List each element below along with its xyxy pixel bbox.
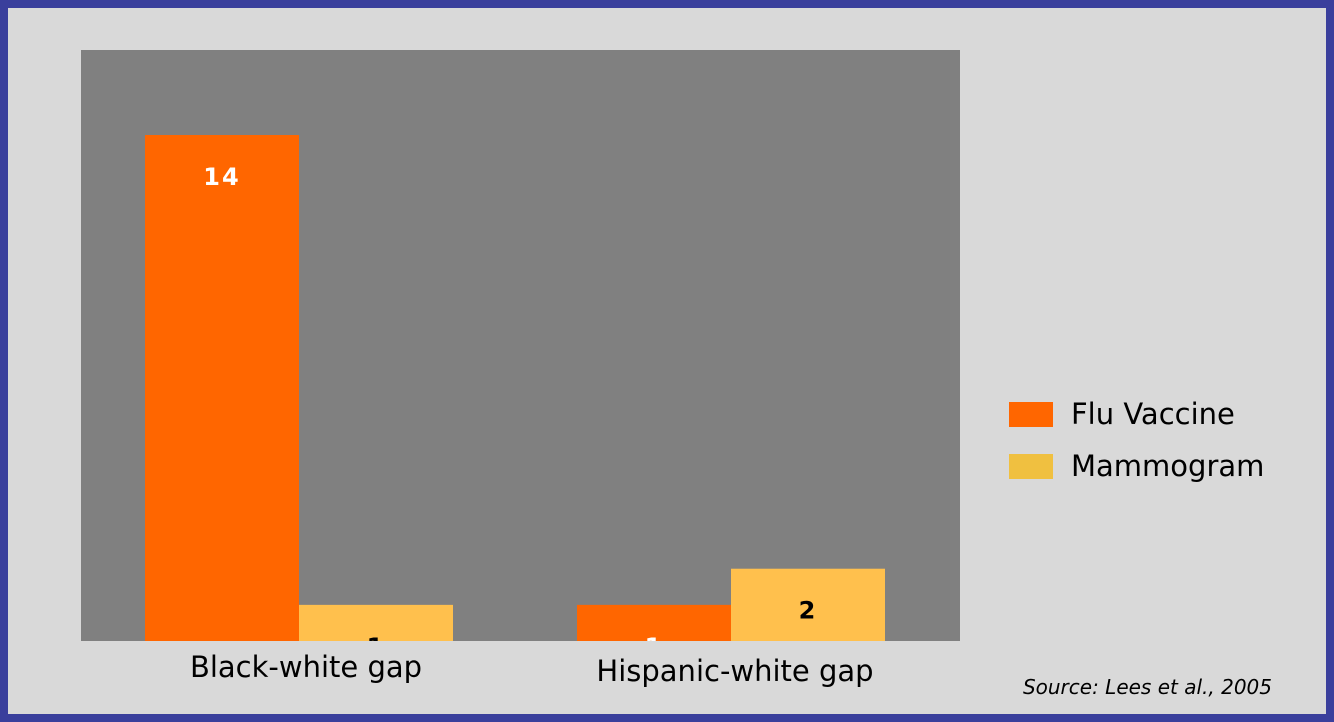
- category-label-hispanic-white: Hispanic-white gap: [596, 654, 874, 688]
- bar-mammogram-1: [731, 568, 885, 641]
- slide: 14 1 1 2 Black-white gap Hispanic-white gap…: [8, 8, 1326, 714]
- legend-item-mammogram: Mammogram: [1009, 440, 1264, 492]
- bar-flu-vaccine-0: [145, 135, 299, 641]
- data-label-mammogram-1: 2: [799, 597, 818, 625]
- legend-label-flu-vaccine: Flu Vaccine: [1071, 397, 1235, 431]
- data-label-mammogram-0: 1: [367, 633, 386, 641]
- bar-chart: 14 1 1 2: [145, 135, 885, 641]
- legend: Flu Vaccine Mammogram: [1009, 388, 1264, 492]
- legend-label-mammogram: Mammogram: [1071, 449, 1265, 483]
- data-label-flu-vaccine-1: 1: [645, 633, 664, 641]
- bar-flu-vaccine-1: [577, 604, 731, 641]
- data-label-flu-vaccine-0: 14: [203, 163, 240, 191]
- legend-swatch-flu-vaccine: [1009, 401, 1053, 427]
- bar-mammogram-0: [299, 604, 453, 641]
- legend-swatch-mammogram: [1009, 453, 1053, 479]
- source-note: Source: Lees et al., 2005: [1022, 675, 1272, 699]
- plot-area: 14 1 1 2: [81, 50, 960, 641]
- category-label-black-white: Black-white gap: [189, 650, 423, 684]
- legend-item-flu-vaccine: Flu Vaccine: [1009, 388, 1264, 440]
